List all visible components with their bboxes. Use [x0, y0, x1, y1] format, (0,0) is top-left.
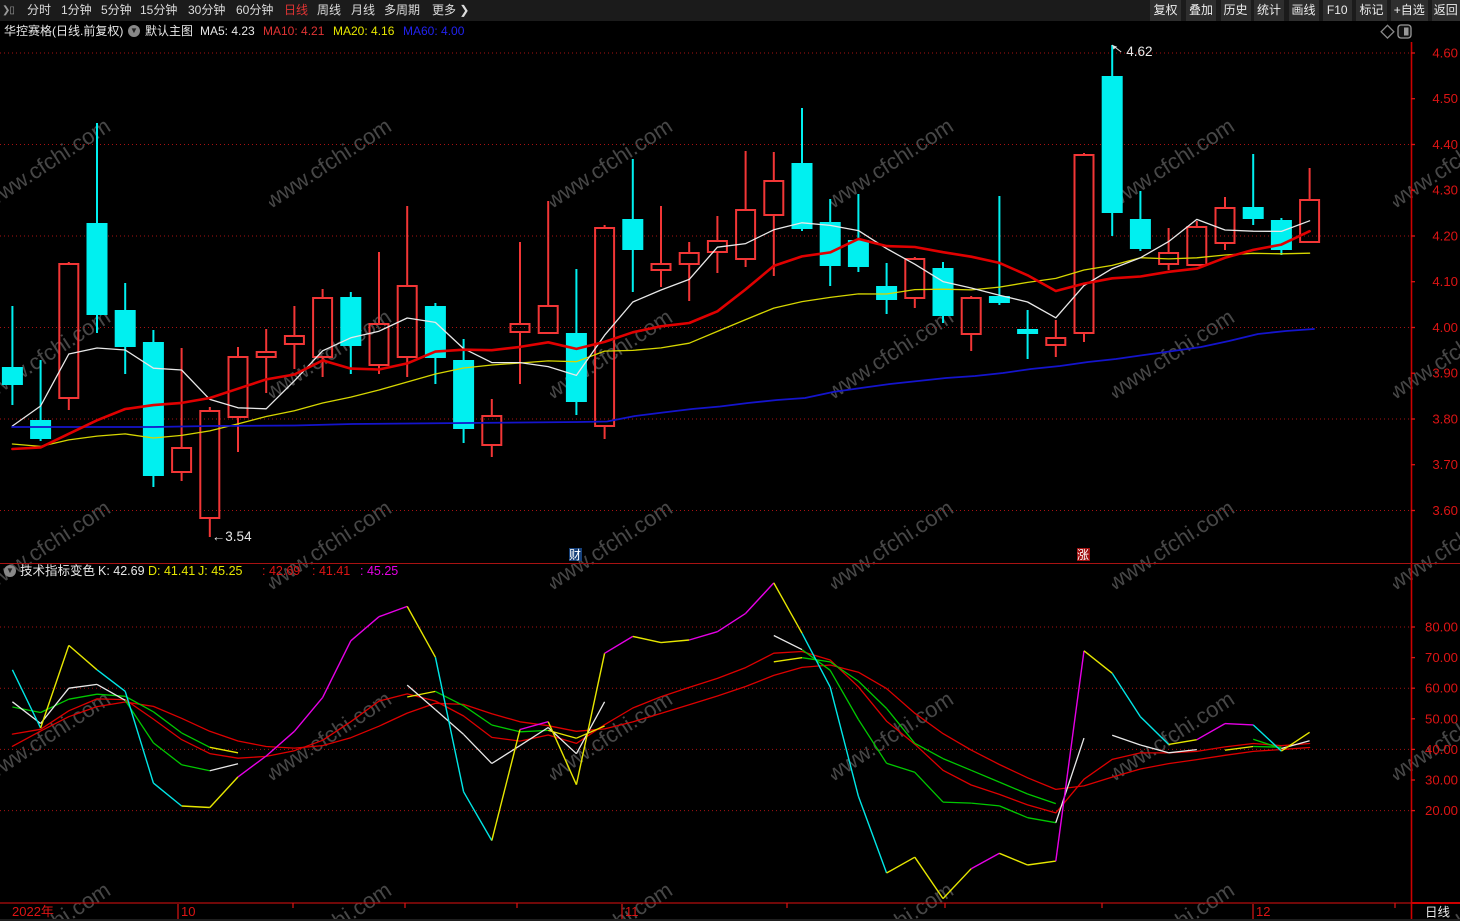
svg-text:日线: 日线 — [1425, 906, 1451, 920]
svg-text:20.00: 20.00 — [1425, 803, 1458, 818]
svg-text:4.10: 4.10 — [1432, 274, 1458, 289]
svg-text:3.70: 3.70 — [1432, 457, 1458, 472]
svg-text:4.50: 4.50 — [1432, 91, 1458, 106]
svg-text:3.80: 3.80 — [1432, 412, 1458, 427]
svg-text:12: 12 — [1256, 904, 1270, 919]
svg-text:4.00: 4.00 — [1432, 320, 1458, 335]
svg-text:4.60: 4.60 — [1432, 46, 1458, 61]
svg-text:4.30: 4.30 — [1432, 183, 1458, 198]
svg-text:40.00: 40.00 — [1425, 742, 1458, 757]
svg-text:4.62: 4.62 — [1126, 44, 1152, 59]
svg-text:11: 11 — [625, 904, 639, 919]
svg-text:30.00: 30.00 — [1425, 773, 1458, 788]
svg-text:3.60: 3.60 — [1432, 503, 1458, 518]
svg-text:←3.54: ←3.54 — [212, 529, 252, 544]
svg-text:60.00: 60.00 — [1425, 681, 1458, 696]
svg-text:财: 财 — [569, 548, 581, 562]
svg-text:4.20: 4.20 — [1432, 229, 1458, 244]
svg-text:3.90: 3.90 — [1432, 366, 1458, 381]
svg-text:80.00: 80.00 — [1425, 620, 1458, 635]
svg-text:涨: 涨 — [1077, 547, 1089, 562]
svg-text:50.00: 50.00 — [1425, 711, 1458, 726]
svg-text:4.40: 4.40 — [1432, 137, 1458, 152]
svg-text:70.00: 70.00 — [1425, 650, 1458, 665]
svg-text:2022年: 2022年 — [12, 904, 54, 919]
svg-text:10: 10 — [181, 904, 195, 919]
